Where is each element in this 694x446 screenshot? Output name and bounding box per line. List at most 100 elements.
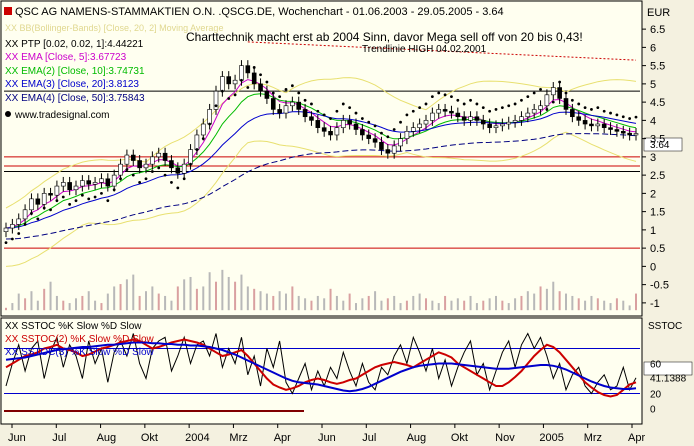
ptp-dot	[214, 104, 218, 108]
volume-bar	[246, 286, 249, 311]
osc-tick-label: 20	[650, 390, 662, 401]
candle-body	[461, 116, 467, 121]
osc-tick-label: 60	[650, 360, 662, 371]
price-panel	[0, 0, 643, 317]
ptp-dot	[170, 181, 173, 184]
candle-body	[137, 160, 142, 169]
candle-body	[423, 120, 429, 125]
candle-body	[570, 109, 575, 118]
osc-title: XX SSTOC %K Slow %D Slow	[5, 321, 142, 332]
volume-bar	[227, 276, 230, 311]
candle-body	[150, 156, 155, 165]
ptp-dot	[100, 191, 103, 195]
candle-body	[156, 152, 162, 158]
volume-bar	[5, 307, 7, 311]
ptp-dot	[577, 102, 581, 106]
ptp-dot	[131, 173, 135, 177]
volume-bar	[189, 276, 192, 311]
volume-bar	[272, 295, 275, 311]
candle-body	[16, 218, 22, 225]
candle-body	[410, 127, 416, 132]
volume-bar	[49, 281, 52, 311]
volume-bar	[456, 298, 459, 311]
candle-body	[130, 154, 136, 161]
ptp-dot	[602, 109, 606, 113]
volume-bar	[469, 295, 472, 311]
candle-body	[417, 123, 422, 128]
volume-bar	[635, 293, 637, 311]
ptp-dot	[182, 177, 186, 181]
volume-bar	[81, 295, 84, 311]
osc-last-box	[643, 361, 693, 376]
candle-body	[245, 65, 251, 74]
candle-body	[175, 167, 181, 174]
volume-bar	[361, 298, 364, 311]
candle-body	[321, 127, 327, 132]
ema-50-line	[5, 133, 637, 240]
x-tick-label: Nov	[495, 432, 515, 444]
ptp-dot	[399, 120, 402, 124]
ptp-dot	[335, 109, 339, 113]
y-tick-label: -1	[650, 298, 660, 310]
x-tick-label: Mrz	[229, 432, 247, 444]
ptp-dot	[10, 237, 14, 241]
ptp-dot	[163, 173, 167, 177]
sstoc-panel	[0, 317, 643, 425]
ptp-dot	[590, 108, 593, 111]
osc-tick-label: 0	[650, 405, 656, 416]
ptp-dot	[252, 66, 256, 69]
y-tick-label: 0	[650, 261, 656, 273]
candle-body	[60, 182, 66, 187]
ptp-dot	[341, 102, 345, 106]
candle-body	[35, 198, 41, 205]
volume-bar	[100, 303, 103, 311]
volume-bar	[374, 291, 377, 311]
candle-body	[226, 76, 232, 85]
volume-bar	[253, 288, 256, 311]
volume-bar	[329, 288, 332, 311]
candle-body	[194, 134, 200, 150]
ptp-dot	[551, 100, 555, 104]
ema-20-line	[5, 111, 637, 229]
ptp-dot	[30, 212, 33, 215]
candle-body	[633, 133, 639, 136]
watermark-link[interactable]: www.tradesignal.com	[14, 110, 109, 121]
ptp-dot	[195, 148, 199, 151]
volume-bar	[628, 305, 631, 311]
x-tick-label: 2005	[539, 432, 563, 444]
candle-body	[264, 90, 270, 99]
candle-body	[283, 105, 289, 114]
candle-body	[118, 163, 123, 176]
volume-bar	[291, 286, 294, 311]
ptp-dot	[240, 78, 243, 82]
candle-body	[270, 98, 276, 110]
candle-body	[398, 138, 403, 147]
volume-bar	[514, 298, 517, 311]
ptp-dot	[17, 232, 21, 235]
ema-5-line	[5, 79, 637, 229]
volume-bar	[30, 291, 33, 311]
ptp-dot	[87, 197, 91, 201]
volume-bar	[342, 300, 345, 311]
candle-body	[340, 120, 346, 128]
candle-body	[251, 72, 257, 85]
volume-bar	[106, 293, 109, 311]
y-tick-label: 2	[650, 188, 656, 200]
osc-legend-3: XX SSTOC(3) %K Slow %D Slow	[5, 347, 155, 358]
volume-bar	[539, 286, 542, 311]
ptp-dot	[125, 168, 129, 172]
y-tick-label: 6.5	[650, 24, 665, 36]
volume-bar	[495, 295, 497, 311]
ptp-dot	[481, 106, 485, 109]
volume-bar	[399, 303, 402, 311]
x-tick-label: 2004	[185, 432, 209, 444]
candle-body	[54, 185, 60, 196]
candle-body	[124, 154, 130, 165]
ptp-dot	[380, 131, 383, 135]
candle-body	[366, 134, 372, 139]
ptp-dot	[42, 206, 46, 210]
volume-bar	[138, 295, 141, 311]
y-tick-label: 5.5	[650, 61, 665, 73]
candle-body	[614, 129, 620, 132]
